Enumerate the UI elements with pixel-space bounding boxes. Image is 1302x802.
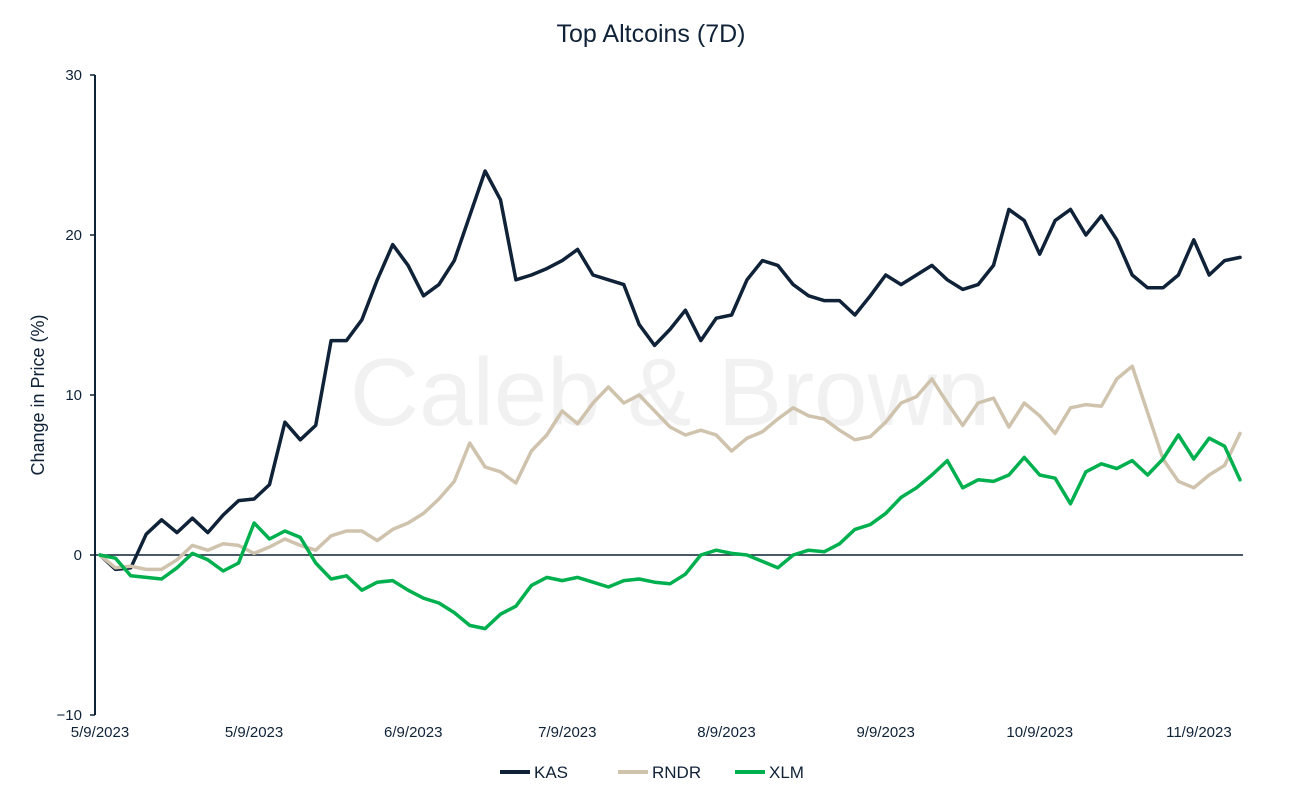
legend-label: KAS (534, 763, 568, 782)
legend-label: XLM (769, 763, 804, 782)
legend-item-rndr: RNDR (618, 763, 701, 782)
axes: −10 0 10 20 30 5/9/2023 5/9/2023 6/9/2023 7/9/20… (57, 67, 1243, 741)
y-tick-label: 30 (65, 67, 82, 84)
y-tick-label: −10 (57, 707, 82, 724)
legend-label: RNDR (652, 763, 701, 782)
y-tick-label: 20 (65, 227, 82, 244)
chart-title: Top Altcoins (7D) (557, 20, 746, 48)
x-tick-label: 11/9/2023 (1166, 724, 1232, 741)
x-tick-label: 7/9/2023 (538, 724, 596, 741)
y-tick-label: 0 (74, 547, 82, 564)
legend: KAS RNDR XLM (500, 763, 804, 782)
x-tick-label: 10/9/2023 (1006, 724, 1073, 741)
series-line-rndr (98, 364, 1242, 572)
series-line-xlm (98, 433, 1242, 631)
legend-item-kas: KAS (500, 763, 568, 782)
y-axis-label: Change in Price (%) (28, 314, 48, 475)
x-tick-label: 9/9/2023 (856, 724, 914, 741)
series-lines (98, 169, 1242, 631)
x-tick-label: 5/9/2023 (71, 724, 129, 741)
series-line-kas (98, 169, 1242, 572)
y-tick-label: 10 (65, 387, 82, 404)
x-tick-label: 8/9/2023 (697, 724, 755, 741)
x-tick-label: 5/9/2023 (225, 724, 283, 741)
watermark: Caleb & Brown (350, 339, 990, 446)
legend-item-xlm: XLM (735, 763, 804, 782)
x-tick-label: 6/9/2023 (384, 724, 442, 741)
